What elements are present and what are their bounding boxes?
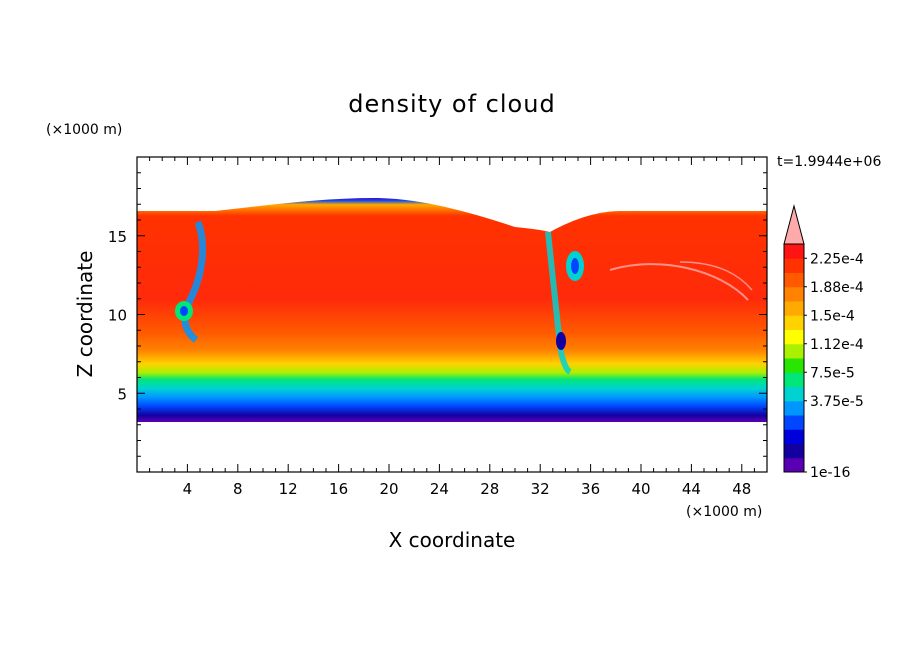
chart-title: density of cloud (348, 90, 555, 118)
time-label: t=1.9944e+06 (777, 154, 881, 170)
colorbar-segment (784, 258, 804, 273)
x-tick-label: 4 (183, 480, 193, 498)
x-tick-label: 28 (480, 480, 499, 498)
colorbar-label: 3.75e-5 (810, 394, 864, 410)
colorbar: 2.25e-4 1.88e-4 1.5e-4 1.12e-4 7.5e-5 3.75e-5… (783, 204, 864, 481)
x-tick-label: 12 (279, 480, 298, 498)
x-tick-label: 40 (631, 480, 650, 498)
colorbar-label: 1e-16 (810, 465, 850, 481)
x-tick-label: 36 (581, 480, 600, 498)
eddy-left-core (180, 306, 188, 316)
y-tick-label: 5 (117, 385, 127, 403)
x-ticks: 4 8 12 16 20 24 28 32 36 40 44 48 (136, 157, 768, 498)
x-unit-label: (×1000 m) (686, 504, 762, 520)
colorbar-label: 7.5e-5 (810, 365, 855, 381)
cloud-density-field (137, 198, 767, 422)
eddy-dark (556, 332, 566, 350)
high-density-arc (609, 263, 749, 301)
colorbar-segment (784, 343, 804, 359)
y-tick-label: 10 (108, 307, 127, 325)
x-tick-label: 44 (682, 480, 701, 498)
colorbar-segment (784, 443, 804, 459)
x-tick-label: 48 (732, 480, 751, 498)
colorbar-segment (784, 457, 804, 473)
colorbar-segment (784, 429, 804, 444)
x-tick-label: 20 (379, 480, 398, 498)
colorbar-label: 1.5e-4 (810, 308, 855, 324)
y-ticks: 5 10 15 (108, 156, 767, 473)
downdraft-channel-left (181, 220, 207, 343)
x-tick-label: 16 (329, 480, 348, 498)
eddy-right-core (571, 258, 579, 274)
cloud-region (137, 198, 767, 422)
colorbar-segment (784, 301, 804, 316)
x-tick-label: 32 (531, 480, 550, 498)
colorbar-segment (784, 400, 804, 416)
colorbar-segment (784, 386, 804, 402)
colorbar-segment (784, 415, 804, 430)
colorbar-segment (784, 358, 804, 373)
x-axis-label: X coordinate (389, 528, 516, 552)
y-tick-label: 15 (108, 228, 127, 246)
y-axis-label: Z coordinate (73, 251, 97, 378)
colorbar-label: 1.88e-4 (810, 280, 864, 296)
colorbar-frame (783, 243, 805, 473)
x-tick-label: 24 (430, 480, 449, 498)
colorbar-segment (784, 372, 804, 387)
colorbar-extend-arrow (783, 204, 805, 245)
colorbar-segment (784, 244, 804, 259)
colorbar-label: 2.25e-4 (810, 251, 864, 267)
colorbar-segment (784, 286, 804, 302)
colorbar-label: 1.12e-4 (810, 337, 864, 353)
colorbar-segment (784, 329, 804, 345)
high-density-arc-2 (679, 261, 753, 291)
x-tick-label: 8 (233, 480, 243, 498)
y-unit-label: (×1000 m) (46, 122, 122, 138)
colorbar-segment (784, 272, 804, 288)
colorbar-segment (784, 315, 804, 330)
